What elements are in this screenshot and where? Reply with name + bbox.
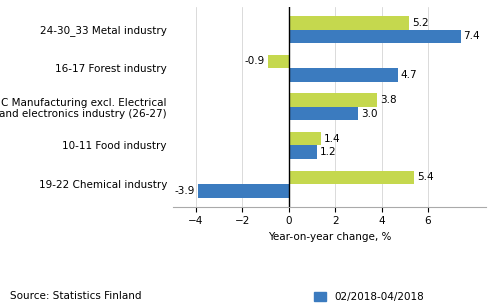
Text: 1.4: 1.4 (324, 134, 341, 144)
X-axis label: Year-on-year change, %: Year-on-year change, % (268, 232, 391, 242)
Legend: 02/2018-04/2018, 02/2017-04/2017: 02/2018-04/2018, 02/2017-04/2017 (310, 288, 428, 304)
Bar (289, 68, 398, 82)
Text: 4.7: 4.7 (401, 70, 417, 80)
Bar (289, 107, 358, 120)
Text: -0.9: -0.9 (245, 57, 265, 67)
Text: Source: Statistics Finland: Source: Statistics Finland (10, 291, 141, 301)
Text: 5.2: 5.2 (412, 18, 429, 28)
Bar (289, 132, 321, 146)
Text: 3.0: 3.0 (361, 109, 378, 119)
Bar (289, 16, 409, 29)
Text: 5.4: 5.4 (417, 172, 433, 182)
Bar (289, 93, 377, 107)
Bar (289, 29, 460, 43)
Text: 1.2: 1.2 (319, 147, 336, 157)
Text: -3.9: -3.9 (175, 186, 195, 196)
Bar (289, 171, 414, 184)
Bar (198, 184, 289, 198)
Bar (268, 55, 289, 68)
Text: 3.8: 3.8 (380, 95, 396, 105)
Bar (289, 146, 317, 159)
Text: 7.4: 7.4 (463, 31, 480, 41)
